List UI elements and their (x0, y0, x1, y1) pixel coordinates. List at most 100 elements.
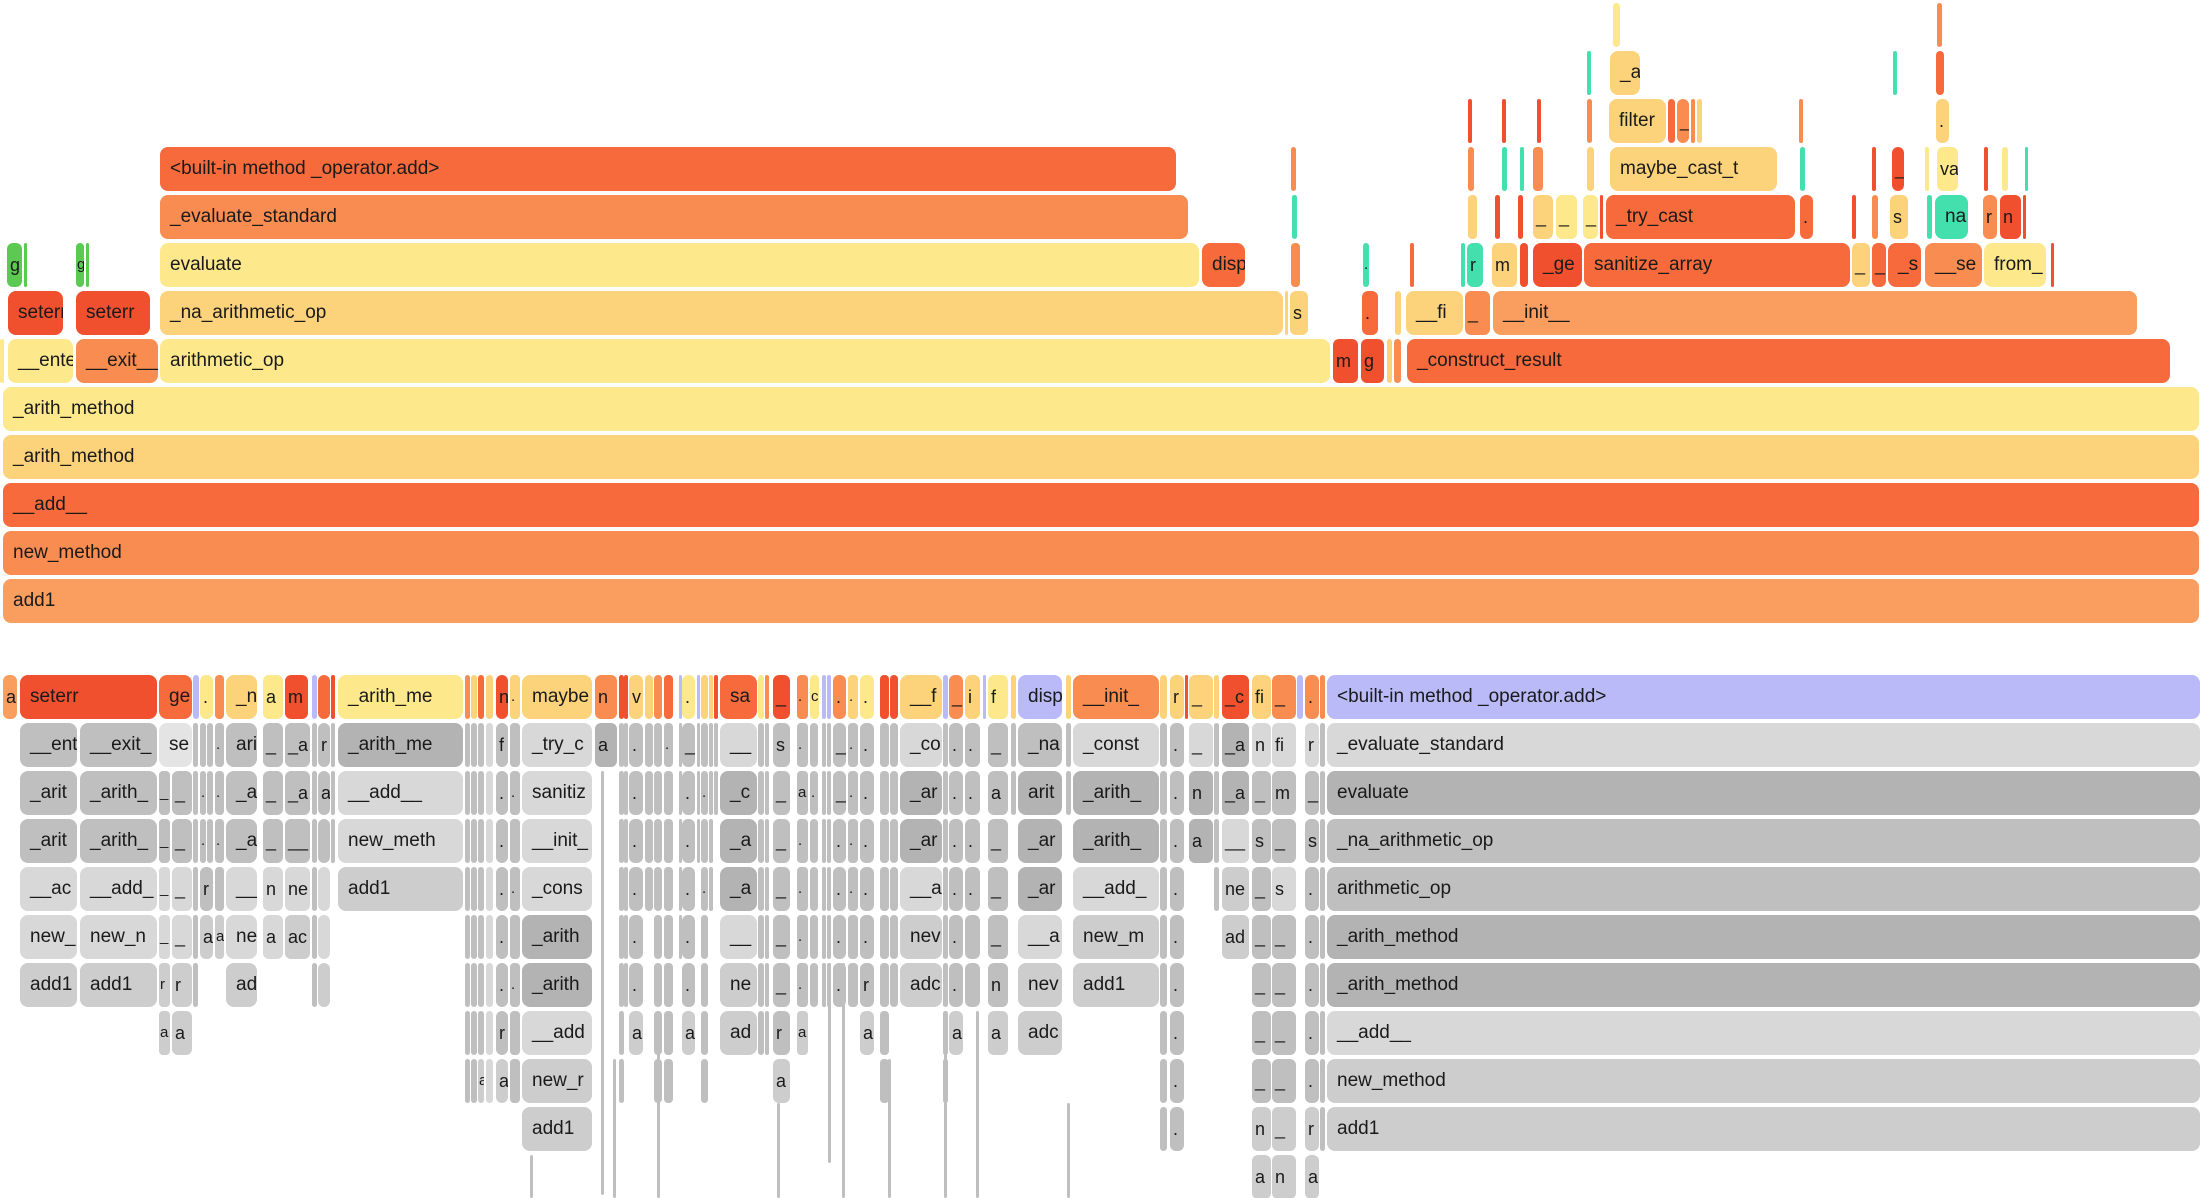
frame-sliver[interactable] (1160, 867, 1167, 911)
frame-_evaluate_standard[interactable]: _evaluate_standard (160, 195, 1188, 239)
frame-_[interactable]: _ (1892, 147, 1904, 191)
frame-c[interactable]: c (810, 675, 819, 719)
frame-sliver[interactable] (697, 675, 700, 719)
frame-sliver[interactable] (1297, 675, 1303, 719)
frame-s[interactable]: s (1252, 819, 1271, 863)
frame-g[interactable]: g (1361, 339, 1384, 383)
frame-_[interactable]: _ (1252, 771, 1271, 815)
frame-sliver[interactable] (193, 771, 198, 815)
frame-built-in-method-_operator-add[interactable]: <built-in method _operator.add> (160, 147, 1176, 191)
frame-add1[interactable]: add1 (1073, 963, 1159, 1007)
frame-sliver[interactable] (701, 819, 708, 863)
frame-sliver[interactable] (679, 771, 682, 815)
frame-sliver[interactable] (943, 867, 948, 911)
frame-sliver[interactable] (478, 915, 484, 959)
frame-sliver[interactable]: . (1936, 99, 1949, 143)
frame-sliver[interactable] (822, 723, 826, 767)
frame-_[interactable]: _ (682, 723, 695, 767)
frame-sliver[interactable] (765, 1011, 769, 1055)
frame-add1[interactable]: add1 (522, 1107, 592, 1151)
frame-_arit[interactable]: _arit (20, 771, 77, 815)
frame-sliver[interactable]: . (1305, 675, 1319, 719)
frame-v[interactable]: v (629, 675, 643, 719)
frame-_[interactable]: _ (172, 915, 192, 959)
frame-nev[interactable]: nev (900, 915, 942, 959)
frame-sliver[interactable]: . (833, 675, 846, 719)
frame-sliver[interactable] (1320, 675, 1325, 719)
frame-sliver[interactable]: . (496, 867, 508, 911)
frame-adc[interactable]: adc (1018, 1011, 1062, 1055)
frame-_[interactable]: _ (773, 867, 790, 911)
frame-sliver[interactable]: . (1800, 195, 1813, 239)
frame-_[interactable]: _ (1305, 771, 1319, 815)
frame-_arith[interactable]: _arith (522, 915, 592, 959)
frame-sliver[interactable] (465, 771, 470, 815)
frame-sliver[interactable] (890, 675, 898, 719)
frame-sliver[interactable]: . (1305, 1059, 1319, 1103)
frame-a[interactable]: a (172, 1011, 192, 1055)
frame-sliver[interactable]: . (1363, 243, 1369, 287)
frame-sliver[interactable]: . (833, 819, 846, 863)
frame-sliver[interactable] (86, 243, 89, 287)
frame-sliver[interactable] (619, 1059, 624, 1103)
frame-sliver[interactable] (664, 675, 673, 719)
frame-tail-sliver[interactable] (657, 1011, 660, 1198)
frame-_evaluate_standard[interactable]: _evaluate_standard (1327, 723, 2200, 767)
frame-sliver[interactable] (312, 915, 317, 959)
frame-r[interactable]: r (1170, 675, 1184, 719)
frame-__init_[interactable]: __init_ (522, 819, 592, 863)
frame-sliver[interactable] (465, 963, 470, 1007)
frame-sliver[interactable] (624, 771, 628, 815)
frame-sliver[interactable] (2051, 243, 2054, 287)
frame-va[interactable]: va (1937, 147, 1958, 191)
frame-seterr[interactable]: seterr (20, 675, 157, 719)
frame-sliver[interactable] (1520, 147, 1524, 191)
frame-sliver[interactable] (1927, 195, 1932, 239)
frame-sliver[interactable] (890, 723, 898, 767)
frame-_arith_method[interactable]: _arith_method (3, 387, 2199, 431)
frame-__[interactable]: __ (226, 867, 257, 911)
frame-sliver[interactable] (1011, 675, 1016, 719)
frame-sliver[interactable]: . (1170, 1011, 1184, 1055)
frame-sliver[interactable]: . (1170, 867, 1184, 911)
frame-new_method[interactable]: new_method (1327, 1059, 2200, 1103)
frame-sliver[interactable] (207, 771, 213, 815)
frame-a[interactable]: a (629, 1011, 643, 1055)
frame-_[interactable]: _ (773, 819, 790, 863)
frame-sliver[interactable] (312, 723, 317, 767)
frame-sliver[interactable] (471, 819, 477, 863)
frame-sliver[interactable]: . (510, 771, 520, 815)
frame-sliver[interactable] (624, 867, 628, 911)
frame-sliver[interactable] (880, 771, 889, 815)
frame-sliver[interactable] (207, 723, 213, 767)
frame-sliver[interactable]: . (949, 819, 963, 863)
frame-maybe[interactable]: maybe (522, 675, 592, 719)
frame-sliver[interactable] (810, 819, 818, 863)
frame-s[interactable]: s (1290, 291, 1308, 335)
frame-sliver[interactable] (1936, 51, 1944, 95)
frame-sliver[interactable]: . (949, 723, 963, 767)
frame-sliver[interactable]: . (797, 963, 808, 1007)
frame-sliver[interactable] (810, 915, 818, 959)
frame-sliver[interactable]: . (496, 771, 508, 815)
frame-_arith_me[interactable]: _arith_me (338, 675, 463, 719)
frame-sliver[interactable]: . (1170, 915, 1184, 959)
frame-sliver[interactable]: . (797, 819, 808, 863)
frame-sliver[interactable]: . (496, 819, 508, 863)
frame-sliver[interactable] (1893, 51, 1897, 95)
frame-_[interactable]: _ (1583, 195, 1598, 239)
frame-sliver[interactable] (0, 339, 4, 383)
frame-sliver[interactable] (1502, 99, 1506, 143)
frame-sliver[interactable] (890, 771, 898, 815)
frame-sliver[interactable] (465, 1059, 470, 1103)
frame-sliver[interactable] (478, 819, 484, 863)
frame-sliver[interactable]: . (215, 771, 224, 815)
frame-a[interactable]: a (682, 1011, 695, 1055)
frame-sliver[interactable] (1214, 723, 1219, 767)
frame-sliver[interactable] (827, 915, 831, 959)
frame-f[interactable]: f (496, 723, 508, 767)
frame-sliver[interactable] (890, 915, 898, 959)
frame-sliver[interactable] (486, 1011, 493, 1055)
frame-sliver[interactable]: . (797, 675, 808, 719)
frame-sliver[interactable] (822, 771, 826, 815)
